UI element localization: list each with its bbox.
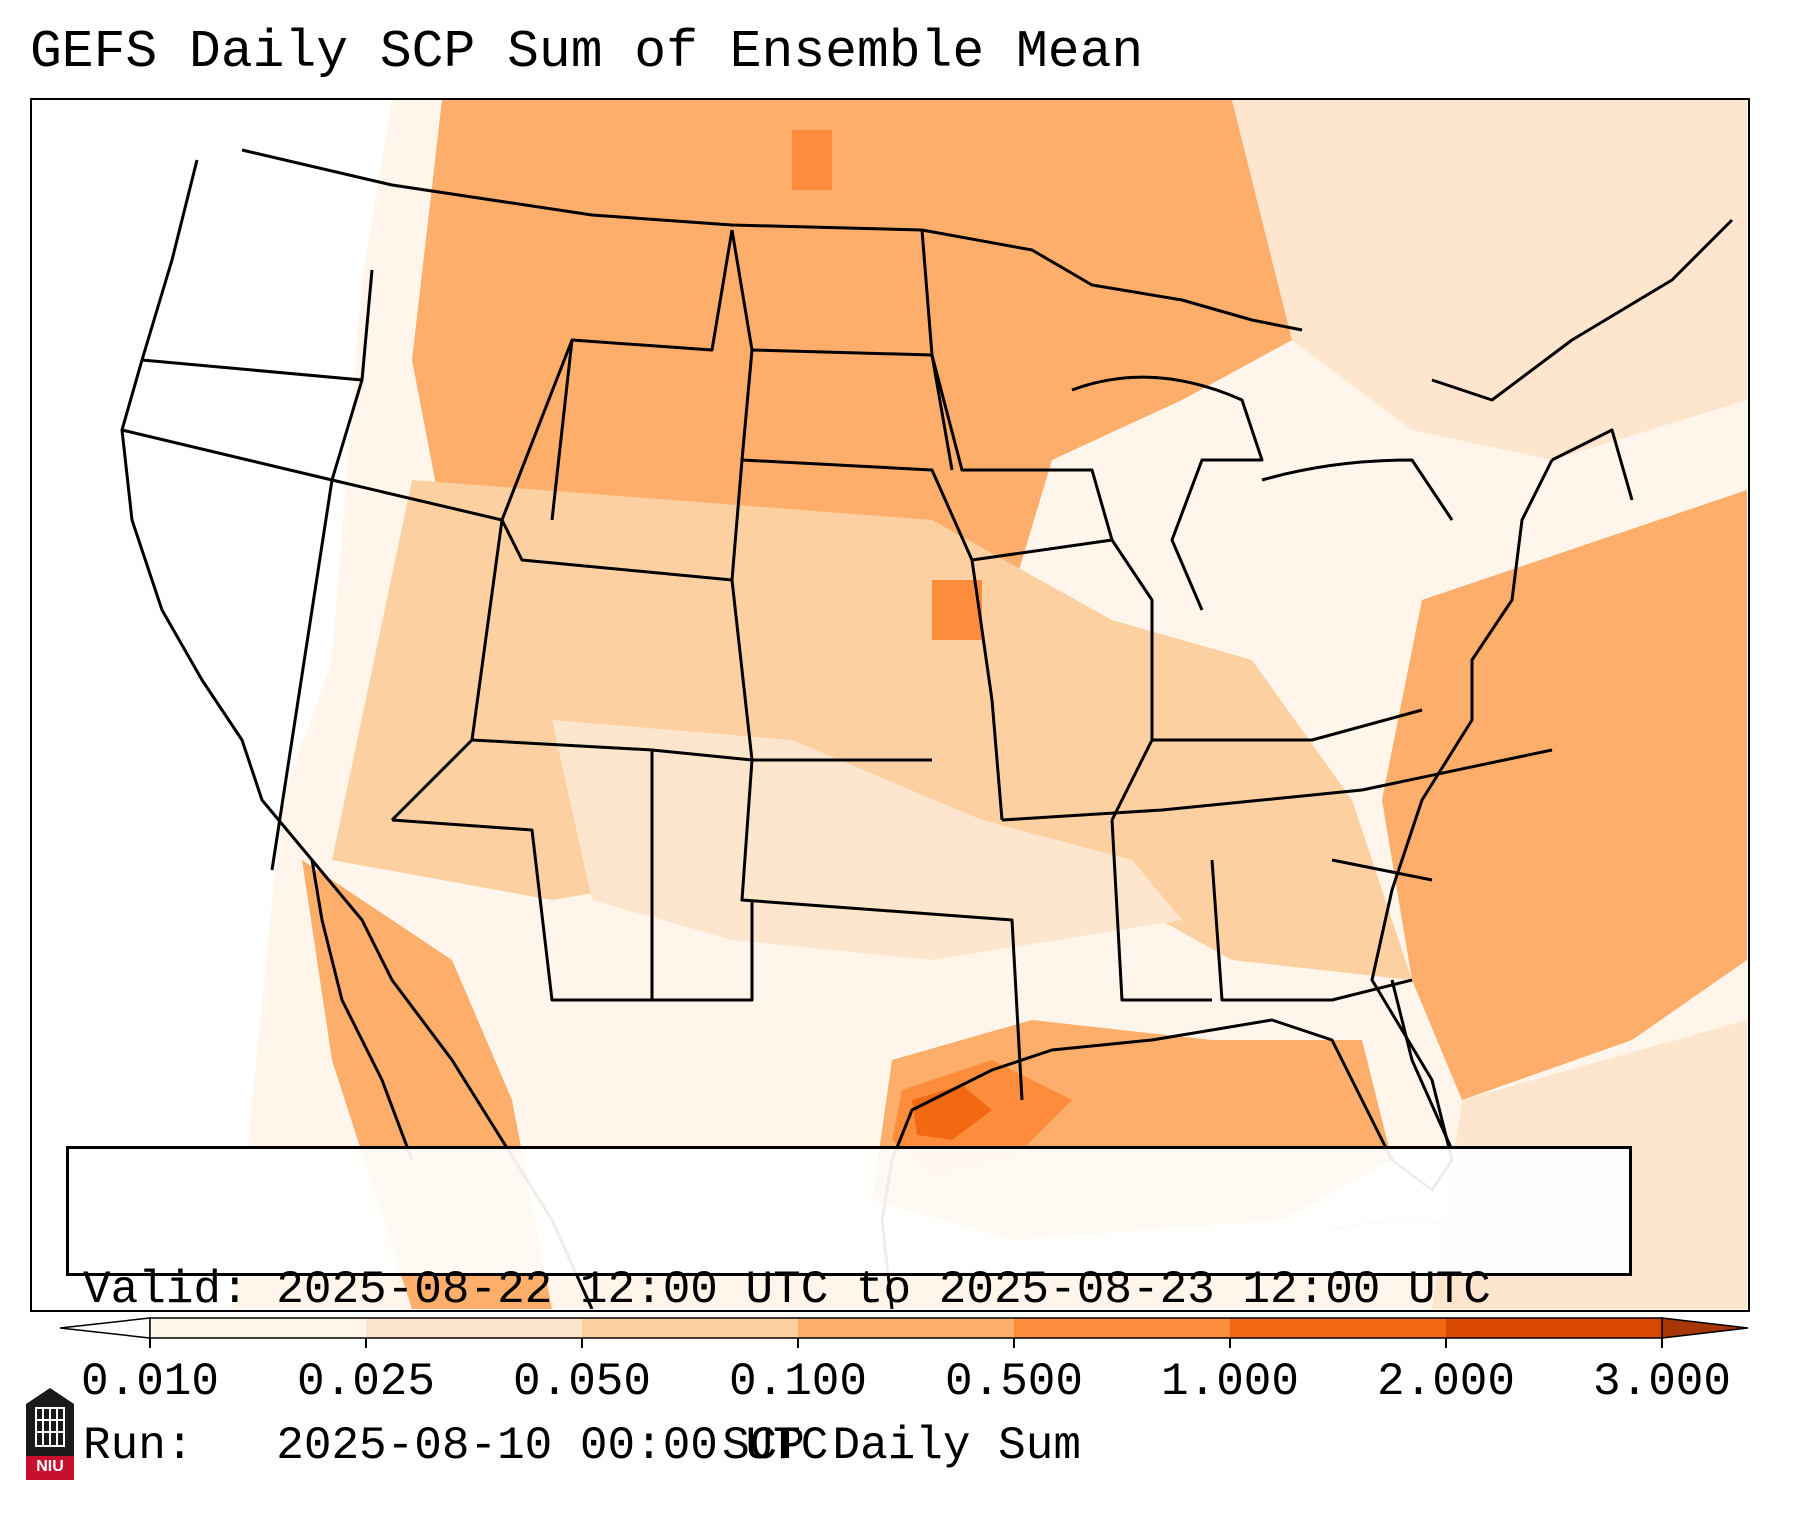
colorbar-segment bbox=[1230, 1318, 1447, 1338]
boundaries bbox=[120, 148, 1734, 1309]
scp-shading bbox=[32, 100, 1747, 1309]
colorbar-segment bbox=[366, 1318, 583, 1338]
logo-text: NIU bbox=[36, 1458, 64, 1475]
colorbar-segment bbox=[798, 1318, 1015, 1338]
valid-time-line: Valid: 2025-08-22 12:00 UTC to 2025-08-2… bbox=[83, 1264, 1491, 1316]
scp-field-map bbox=[32, 100, 1747, 1309]
run-time-line: Run: 2025-08-10 00:00 UTC bbox=[83, 1420, 829, 1472]
colorbar-tick-label: 0.025 bbox=[296, 1356, 436, 1408]
colorbar-extend-low bbox=[60, 1317, 151, 1339]
valid-run-info-box: Valid: 2025-08-22 12:00 UTC to 2025-08-2… bbox=[66, 1146, 1632, 1472]
colorbar-tick-label: 3.000 bbox=[1592, 1356, 1732, 1408]
colorbar-label: SCP Daily Sum bbox=[722, 1420, 1081, 1472]
colorbar-frame bbox=[149, 1317, 1663, 1339]
niu-logo-icon bbox=[26, 1388, 74, 1480]
colorbar-tick-label: 0.050 bbox=[512, 1356, 652, 1408]
colorbar-tick-label: 0.010 bbox=[80, 1356, 220, 1408]
colorbar-extend-high bbox=[1661, 1317, 1749, 1339]
colorbar-tick-label: 0.100 bbox=[728, 1356, 868, 1408]
niu-logo: NIU bbox=[22, 1384, 78, 1480]
colorbar-segment bbox=[1446, 1318, 1663, 1338]
colorbar-segment bbox=[150, 1318, 367, 1338]
colorbar-tick-label: 1.000 bbox=[1160, 1356, 1300, 1408]
colorbar-tick-label: 0.500 bbox=[944, 1356, 1084, 1408]
colorbar-segment bbox=[582, 1318, 799, 1338]
colorbar bbox=[60, 1317, 1749, 1348]
colorbar-tick-label: 2.000 bbox=[1376, 1356, 1516, 1408]
map-title: GEFS Daily SCP Sum of Ensemble Mean bbox=[30, 22, 1144, 82]
map-panel bbox=[30, 98, 1750, 1312]
colorbar-segment bbox=[1014, 1318, 1231, 1338]
